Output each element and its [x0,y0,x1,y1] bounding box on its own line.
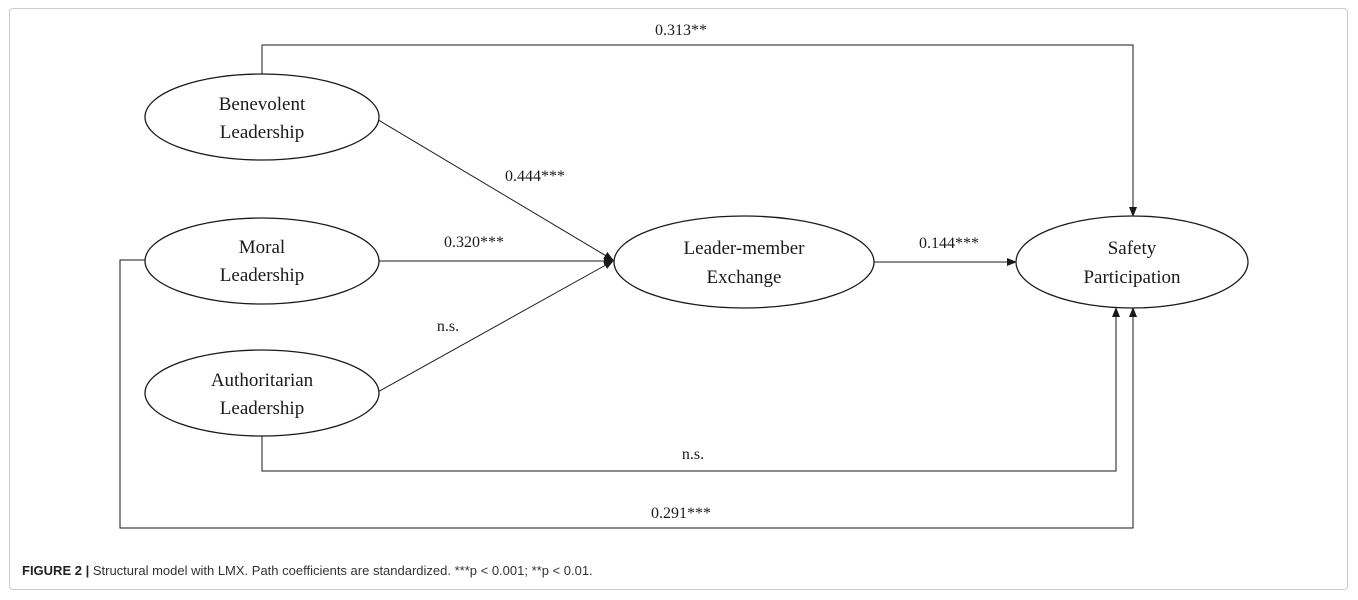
figure-frame [9,8,1348,590]
edge-label-moral-safety: 0.291*** [651,505,711,522]
edge-label-lmx-safety: 0.144*** [919,235,979,252]
edge-label-moral-lmx: 0.320*** [444,234,504,251]
node-label-line2: Participation [1083,267,1181,288]
edge-authoritarian-safety [261,307,1120,472]
figure-caption-text: Structural model with LMX. Path coeffici… [92,563,593,578]
node-leader-member-exchange: Leader-member Exchange [613,215,875,309]
node-label-line2: Leadership [220,398,304,419]
figure-caption-label: FIGURE 2 | [22,563,90,578]
edge-label-benevolent-safety: 0.313** [655,22,707,39]
figure-caption: FIGURE 2 | Structural model with LMX. Pa… [22,563,593,578]
edge-label-benevolent-lmx: 0.444*** [505,168,565,185]
node-label-line1: Authoritarian [211,370,314,391]
structural-model-diagram: Benevolent Leadership Moral Leadership A… [119,22,1249,529]
node-label-line2: Leadership [220,122,304,143]
node-label-line2: Leadership [220,265,304,286]
node-moral-leadership: Moral Leadership [144,217,380,305]
node-label-line1: Safety [1108,238,1157,259]
edge-moral-safety [119,259,1137,529]
node-label-line1: Moral [239,237,285,258]
node-safety-participation: Safety Participation [1015,215,1249,309]
edge-benevolent-lmx [374,117,614,261]
node-label-line1: Leader-member [684,238,806,259]
edge-authoritarian-lmx [375,260,614,394]
node-label-line2: Exchange [707,267,782,288]
node-authoritarian-leadership: Authoritarian Leadership [144,349,380,437]
node-label-line1: Benevolent [219,94,306,115]
edge-label-authoritarian-safety: n.s. [682,446,704,463]
node-benevolent-leadership: Benevolent Leadership [144,73,380,161]
edge-label-authoritarian-lmx: n.s. [437,318,459,335]
edge-benevolent-safety [261,44,1137,217]
